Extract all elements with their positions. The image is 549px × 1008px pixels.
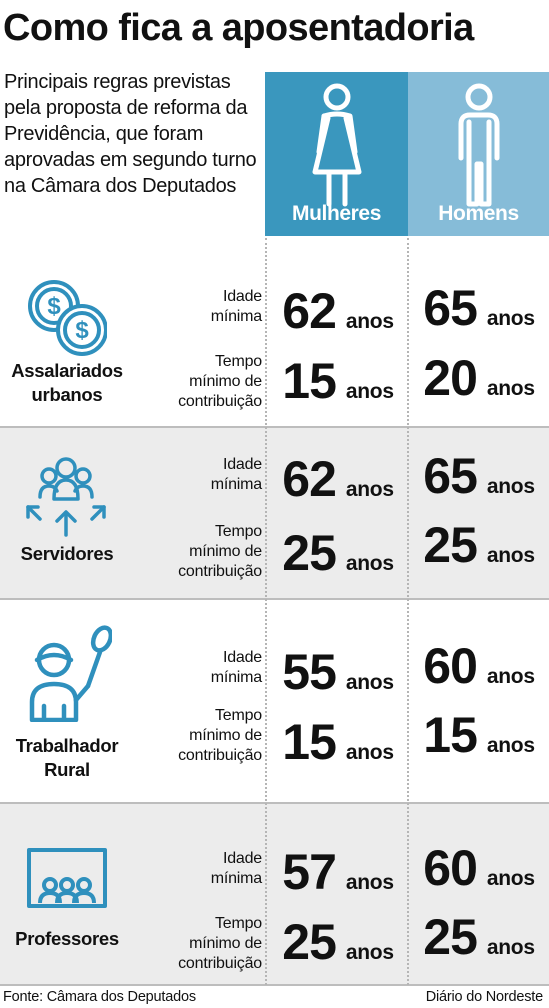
credit: Diário do Nordeste (425, 989, 543, 1005)
classroom-icon (27, 848, 107, 908)
value-number: 25 (282, 914, 337, 970)
farmer-icon (29, 625, 112, 722)
men-column-label: Homens (438, 202, 519, 225)
value-number: 60 (423, 638, 478, 694)
dotted-column-divider (407, 238, 409, 985)
value-number: 65 (423, 448, 478, 504)
woman-icon (312, 83, 361, 207)
age-rule-label: Idade mínima (210, 456, 262, 493)
man-icon (458, 83, 499, 207)
divider (0, 984, 549, 986)
category-label: Servidores (20, 543, 114, 564)
value-unit: anos (486, 307, 535, 330)
value-unit: anos (486, 475, 535, 498)
women-min-contribution: 15 anos (268, 352, 408, 410)
value-number: 15 (282, 353, 337, 409)
page-title: Como fica a aposentadoria (3, 7, 474, 49)
age-rule-label: Idade mínima (210, 850, 262, 887)
women-column-label: Mulheres (292, 202, 381, 225)
value-unit: anos (345, 380, 394, 403)
men-min-age: 65 anos (409, 447, 549, 505)
value-unit: anos (345, 871, 394, 894)
men-min-contribution: 25 anos (409, 516, 549, 574)
category-label: Assalariados urbanos (11, 360, 123, 405)
group-arrows-icon (26, 457, 106, 537)
value-unit: anos (345, 310, 394, 333)
value-number: 57 (282, 844, 337, 900)
value-unit: anos (486, 867, 535, 890)
dotted-column-divider (265, 238, 267, 985)
men-min-age: 60 anos (409, 839, 549, 897)
divider (0, 598, 549, 600)
value-unit: anos (345, 552, 394, 575)
value-number: 62 (282, 283, 337, 339)
category-label: Professores (15, 928, 119, 949)
value-number: 15 (423, 707, 478, 763)
contribution-rule-label: Tempo mínimo de contribuição (178, 523, 262, 580)
value-unit: anos (345, 941, 394, 964)
value-number: 15 (282, 714, 337, 770)
value-number: 60 (423, 840, 478, 896)
women-min-contribution: 25 anos (268, 913, 408, 971)
category-label: Trabalhador Rural (15, 735, 119, 780)
contribution-rule-label: Tempo mínimo de contribuição (178, 707, 262, 764)
women-column-header: Mulheres (265, 72, 408, 236)
value-unit: anos (486, 936, 535, 959)
subtitle: Principais regras previstas pela propost… (4, 71, 257, 197)
band-servidores (0, 427, 549, 599)
men-min-age: 60 anos (409, 637, 549, 695)
women-min-age: 55 anos (268, 643, 408, 701)
value-unit: anos (345, 671, 394, 694)
value-unit: anos (345, 741, 394, 764)
svg-text:$: $ (75, 317, 89, 344)
women-min-age: 62 anos (268, 282, 408, 340)
women-min-contribution: 15 anos (268, 713, 408, 771)
men-column-header: Homens (408, 72, 549, 236)
value-number: 20 (423, 350, 478, 406)
men-min-age: 65 anos (409, 279, 549, 337)
source-note: Fonte: Câmara dos Deputados (3, 989, 196, 1005)
value-number: 25 (423, 909, 478, 965)
women-min-age: 57 anos (268, 843, 408, 901)
value-number: 25 (282, 525, 337, 581)
value-unit: anos (486, 665, 535, 688)
divider (0, 802, 549, 804)
women-min-age: 62 anos (268, 450, 408, 508)
contribution-rule-label: Tempo mínimo de contribuição (178, 915, 262, 972)
age-rule-label: Idade mínima (210, 288, 262, 325)
age-rule-label: Idade mínima (210, 649, 262, 686)
contribution-rule-label: Tempo mínimo de contribuição (178, 353, 262, 410)
value-unit: anos (486, 377, 535, 400)
svg-text:$: $ (47, 293, 61, 320)
value-number: 55 (282, 644, 337, 700)
value-number: 62 (282, 451, 337, 507)
value-unit: anos (486, 544, 535, 567)
value-number: 25 (423, 517, 478, 573)
men-min-contribution: 20 anos (409, 349, 549, 407)
men-min-contribution: 25 anos (409, 908, 549, 966)
value-unit: anos (345, 478, 394, 501)
value-unit: anos (486, 734, 535, 757)
money-coins-icon: $ $ (28, 280, 107, 356)
value-number: 65 (423, 280, 478, 336)
men-min-contribution: 15 anos (409, 706, 549, 764)
women-min-contribution: 25 anos (268, 524, 408, 582)
divider (0, 426, 549, 428)
